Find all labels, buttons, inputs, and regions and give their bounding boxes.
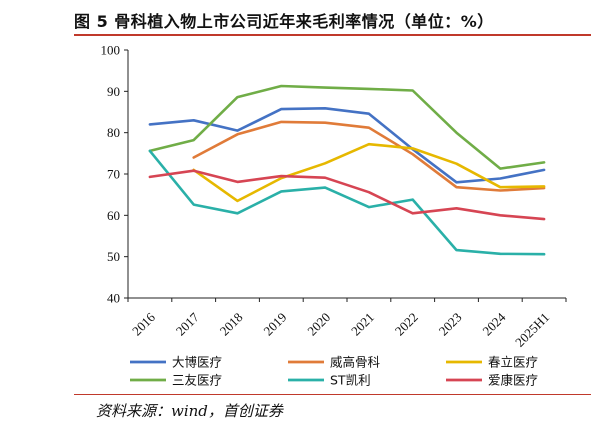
chart-series [148, 84, 546, 256]
x-tick-label: 2023 [436, 310, 465, 339]
y-tick-label: 100 [101, 43, 121, 58]
legend-label: ST凯利 [330, 373, 371, 388]
x-tick-label: 2021 [348, 310, 377, 339]
series-line-1 [192, 120, 546, 192]
x-tick-label: 2017 [173, 309, 202, 338]
source-note: 资料来源：wind，首创证券 [96, 402, 283, 420]
x-tick-label: 2022 [392, 310, 421, 339]
source-divider [74, 394, 591, 395]
chart-title: 图 5 骨科植入物上市公司近年来毛利率情况（单位：%） [74, 12, 494, 31]
series-line-4 [148, 149, 546, 256]
legend-label: 大博医疗 [172, 355, 222, 370]
legend-label: 爱康医疗 [488, 373, 538, 388]
title-divider [74, 34, 591, 36]
x-tick-label: 2019 [260, 310, 289, 339]
series-line-3 [148, 84, 546, 170]
line-chart: 40 50 60 70 80 90 100 2016 2017 2018 2019 2020 2021 2… [101, 43, 567, 388]
y-tick-label: 40 [107, 291, 120, 306]
y-tick-label: 60 [107, 208, 120, 223]
legend-label: 三友医疗 [172, 373, 222, 388]
y-tick-label: 70 [107, 167, 120, 182]
legend-label: 威高骨科 [330, 355, 381, 370]
legend-label: 春立医疗 [488, 355, 538, 370]
y-tick-label: 90 [107, 84, 120, 99]
y-tick-label: 50 [107, 249, 120, 264]
x-tick-label: 2025H1 [512, 310, 552, 350]
series-line-0 [148, 107, 546, 184]
x-tick-label: 2018 [217, 310, 246, 339]
x-tick-label: 2024 [479, 309, 508, 338]
series-line-5 [148, 169, 546, 221]
series-line-2 [192, 142, 546, 203]
x-tick-label: 2020 [304, 310, 333, 339]
x-tick-label: 2016 [129, 309, 158, 338]
y-tick-label: 80 [107, 125, 120, 140]
